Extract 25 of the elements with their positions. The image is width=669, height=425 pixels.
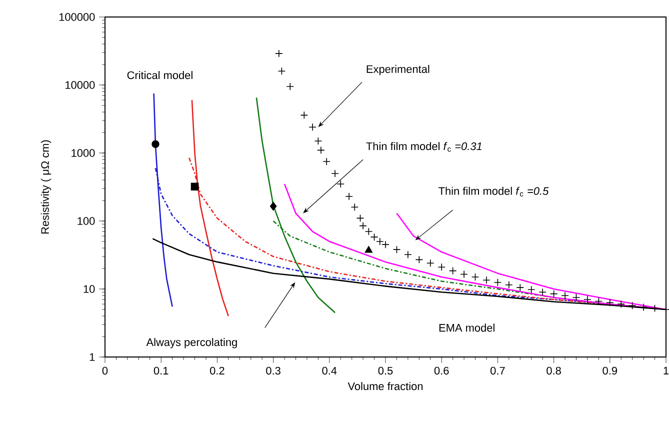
- x-tick-label: 0.6: [434, 366, 449, 375]
- y-tick-label: 100: [78, 217, 95, 225]
- x-tick-label: 0.4: [322, 366, 337, 375]
- y-axis-title: Resistivity ( μΩ cm): [40, 140, 52, 234]
- annotation: Experimental: [366, 64, 430, 76]
- x-tick-label: 0.9: [602, 366, 618, 375]
- x-tick-label: 0.1: [154, 366, 168, 375]
- x-tick-label: 0: [102, 366, 108, 375]
- annotation: EMA model: [439, 324, 494, 332]
- annotation: Critical model: [127, 71, 192, 80]
- x-tick-label: 0.2: [210, 366, 224, 375]
- x-tick-label: 0.5: [378, 366, 393, 375]
- x-tick-label: 0.3: [266, 366, 280, 375]
- x-tick-label: 1: [664, 366, 669, 374]
- x-tick-label: 0.7: [490, 366, 505, 375]
- annotation: Thin film model f$_{c}$ =0.31: [366, 142, 482, 152]
- annotation: Thin film model f$_{c}$ =0.5: [438, 186, 549, 196]
- y-tick-label: 1000: [72, 149, 95, 157]
- y-tick-label: 10000: [66, 81, 95, 89]
- x-axis-title: Volume fraction: [348, 382, 423, 390]
- y-tick-label: 1: [90, 353, 95, 361]
- x-tick-label: 0.8: [546, 366, 561, 375]
- y-tick-label: 100000: [59, 13, 95, 21]
- annotation: Always percolating: [146, 338, 237, 348]
- y-tick-label: 10: [84, 285, 95, 293]
